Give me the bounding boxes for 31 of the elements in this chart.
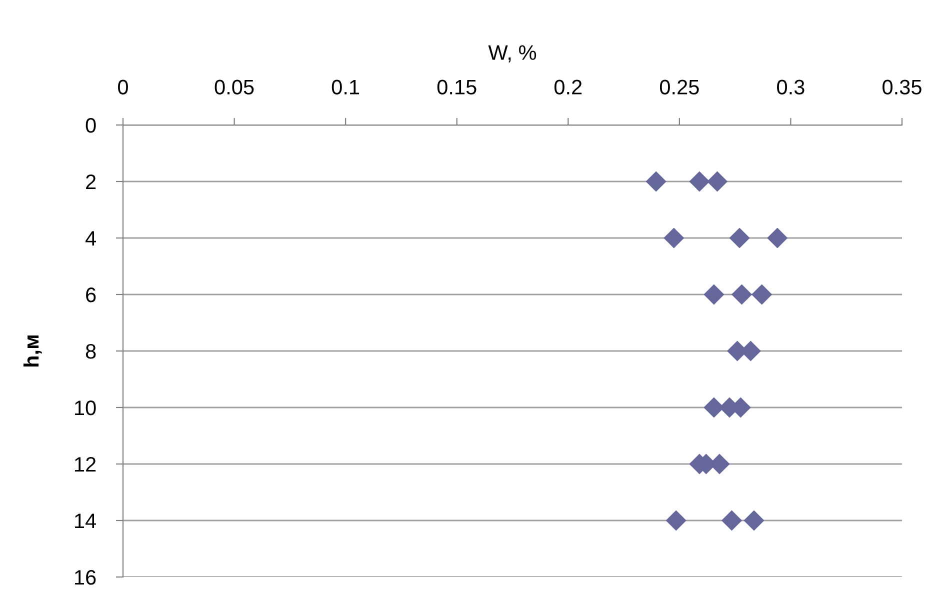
point	[689, 171, 710, 192]
point	[729, 228, 750, 248]
point	[646, 171, 666, 192]
x-tick-label: 0.15	[437, 80, 476, 94]
x-tick-label: 0.1	[332, 80, 360, 94]
point	[664, 228, 684, 248]
y-tick-label: 6	[86, 288, 96, 302]
y-tick-label: 14	[75, 514, 96, 528]
y-axis-title: h,м	[23, 335, 42, 367]
y-tick-label: 2	[86, 174, 96, 190]
point	[706, 171, 728, 192]
point	[721, 510, 742, 531]
x-tick-label: 0	[118, 80, 128, 94]
x-tick-label: 0.2	[554, 80, 582, 94]
point	[731, 284, 752, 305]
point	[704, 284, 724, 305]
point	[751, 284, 772, 305]
y-tick-label: 8	[86, 344, 96, 359]
point	[767, 228, 788, 248]
x-axis-title: W, %	[488, 45, 536, 62]
y-tick-label: 10	[75, 400, 96, 416]
y-tick-label: 16	[75, 570, 96, 585]
x-tick-label: 0.35	[882, 80, 922, 94]
x-tick-label: 0.25	[660, 80, 699, 94]
point	[744, 510, 764, 531]
x-tick-label: 0.3	[777, 80, 804, 94]
y-tick-label: 12	[75, 457, 96, 472]
point	[666, 510, 686, 531]
y-tick-label: 4	[86, 231, 96, 246]
y-tick-label: 0	[86, 118, 96, 133]
x-tick-label: 0.05	[214, 80, 254, 94]
